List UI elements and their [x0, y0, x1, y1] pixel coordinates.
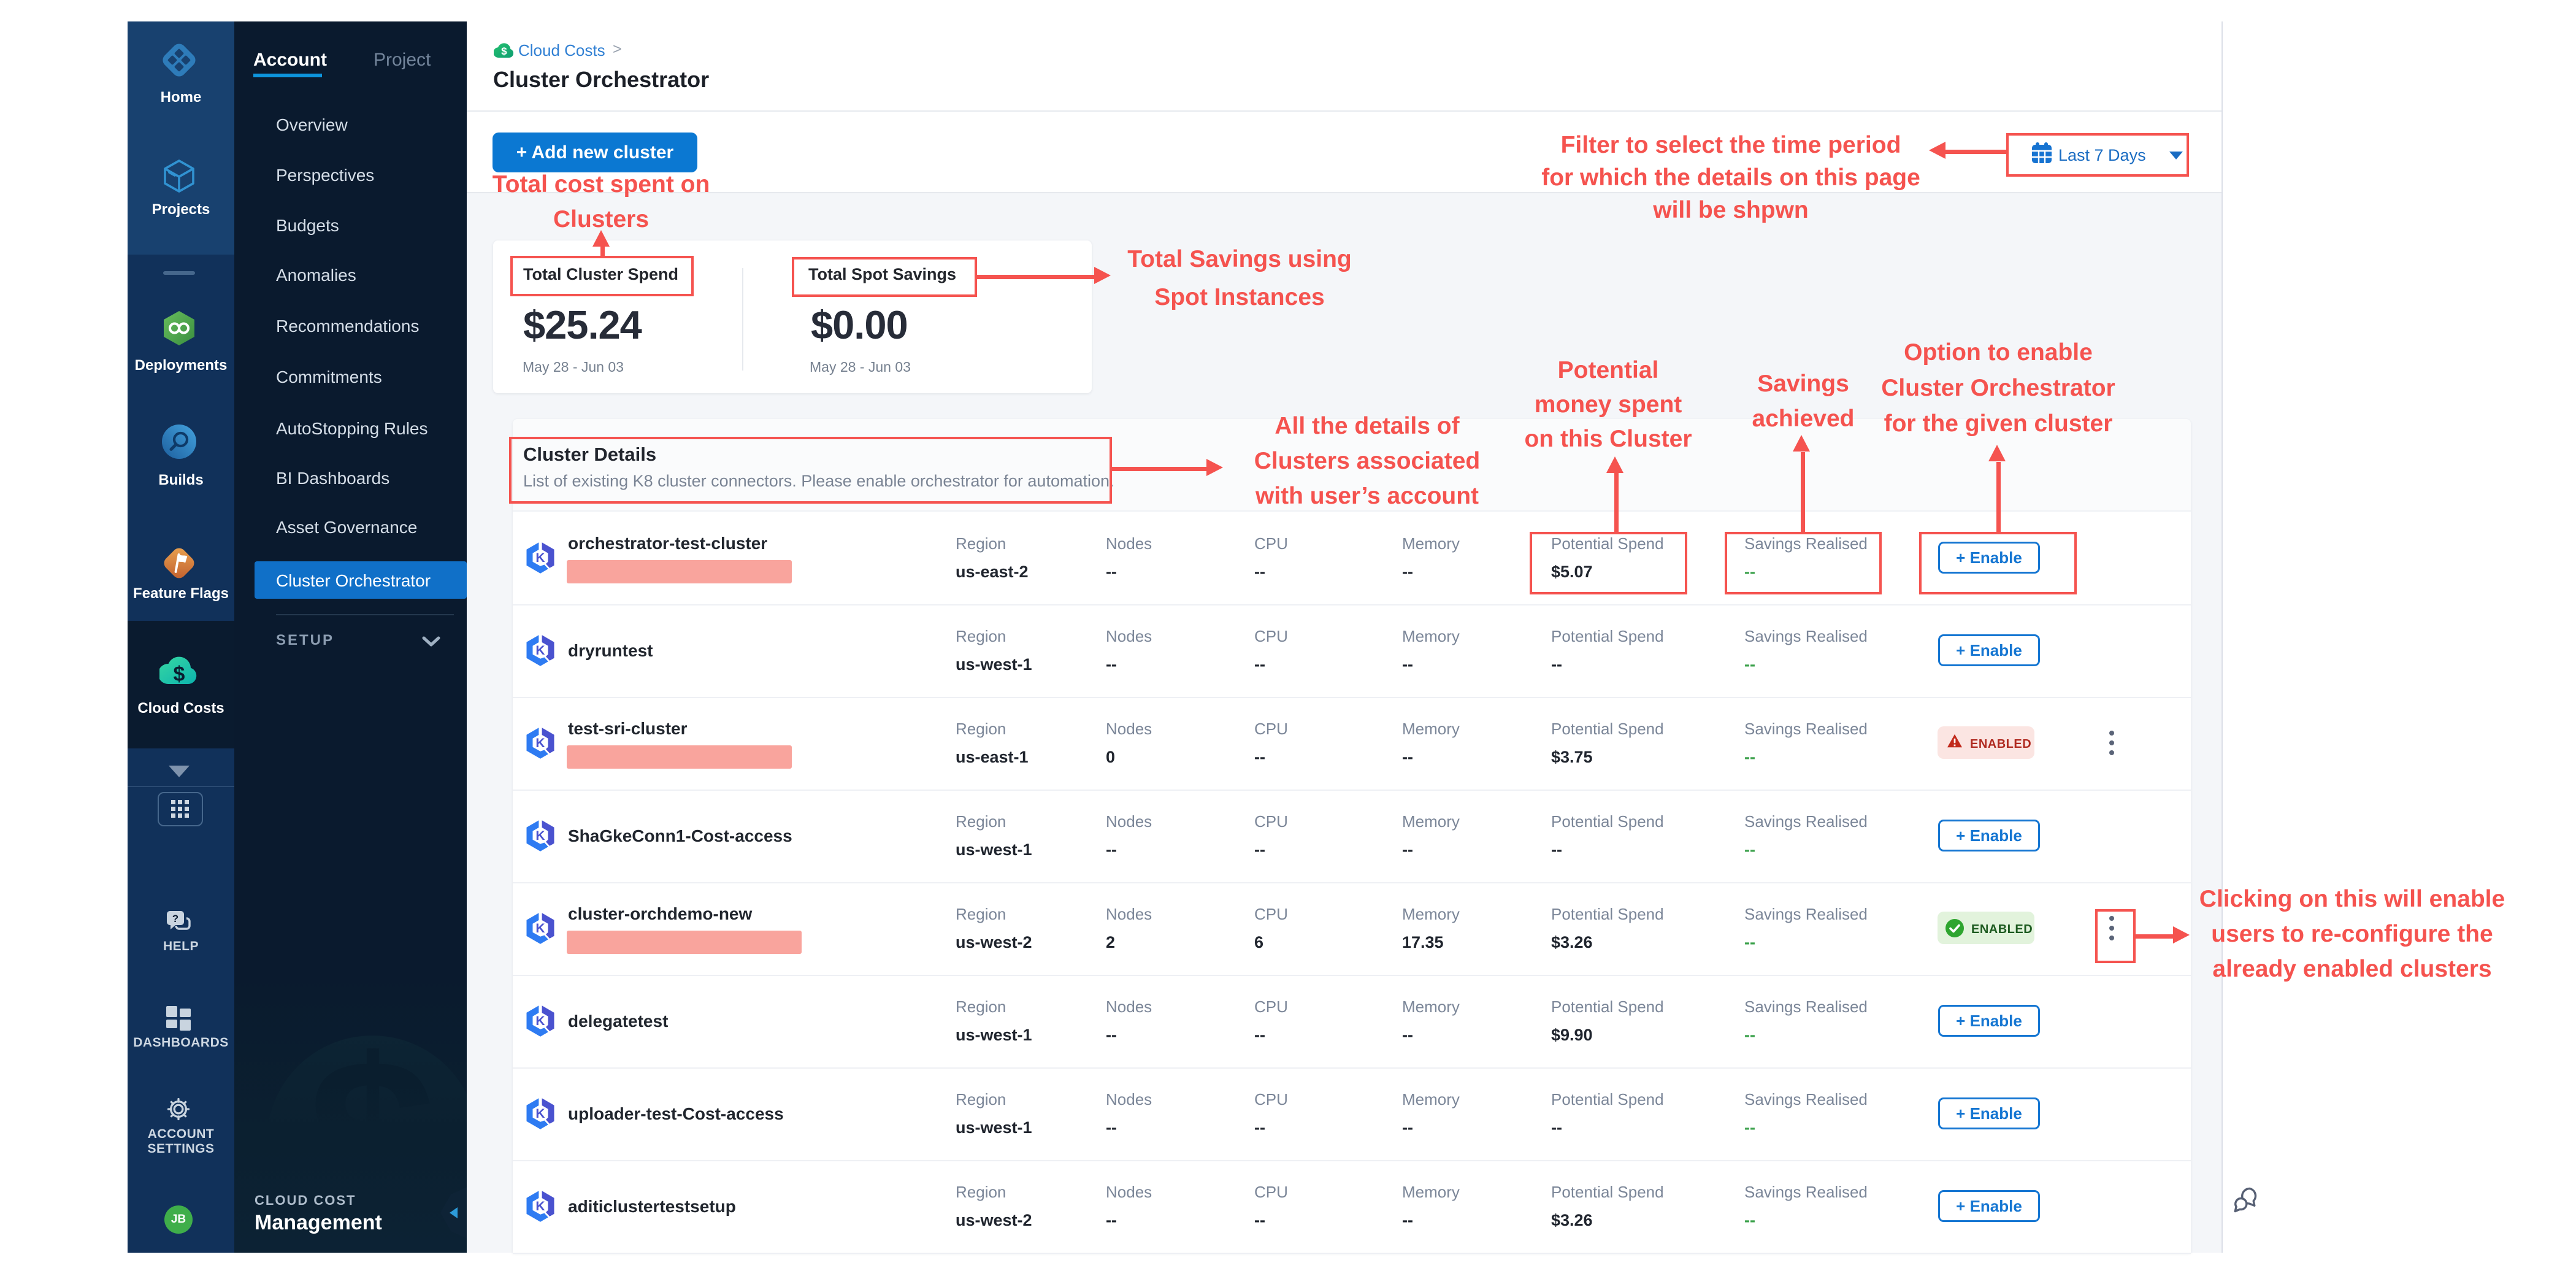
svg-text:K: K: [535, 644, 545, 658]
svg-text:K: K: [535, 921, 545, 936]
svg-text:$: $: [174, 663, 185, 685]
svg-text:K: K: [535, 1107, 545, 1121]
svg-text:$: $: [501, 45, 507, 57]
svg-text:K: K: [535, 1014, 545, 1028]
svg-text:K: K: [535, 736, 545, 750]
svg-text:K: K: [535, 1199, 545, 1213]
svg-text:?: ?: [172, 913, 178, 924]
svg-text:K: K: [535, 829, 545, 843]
svg-text:K: K: [535, 551, 545, 565]
